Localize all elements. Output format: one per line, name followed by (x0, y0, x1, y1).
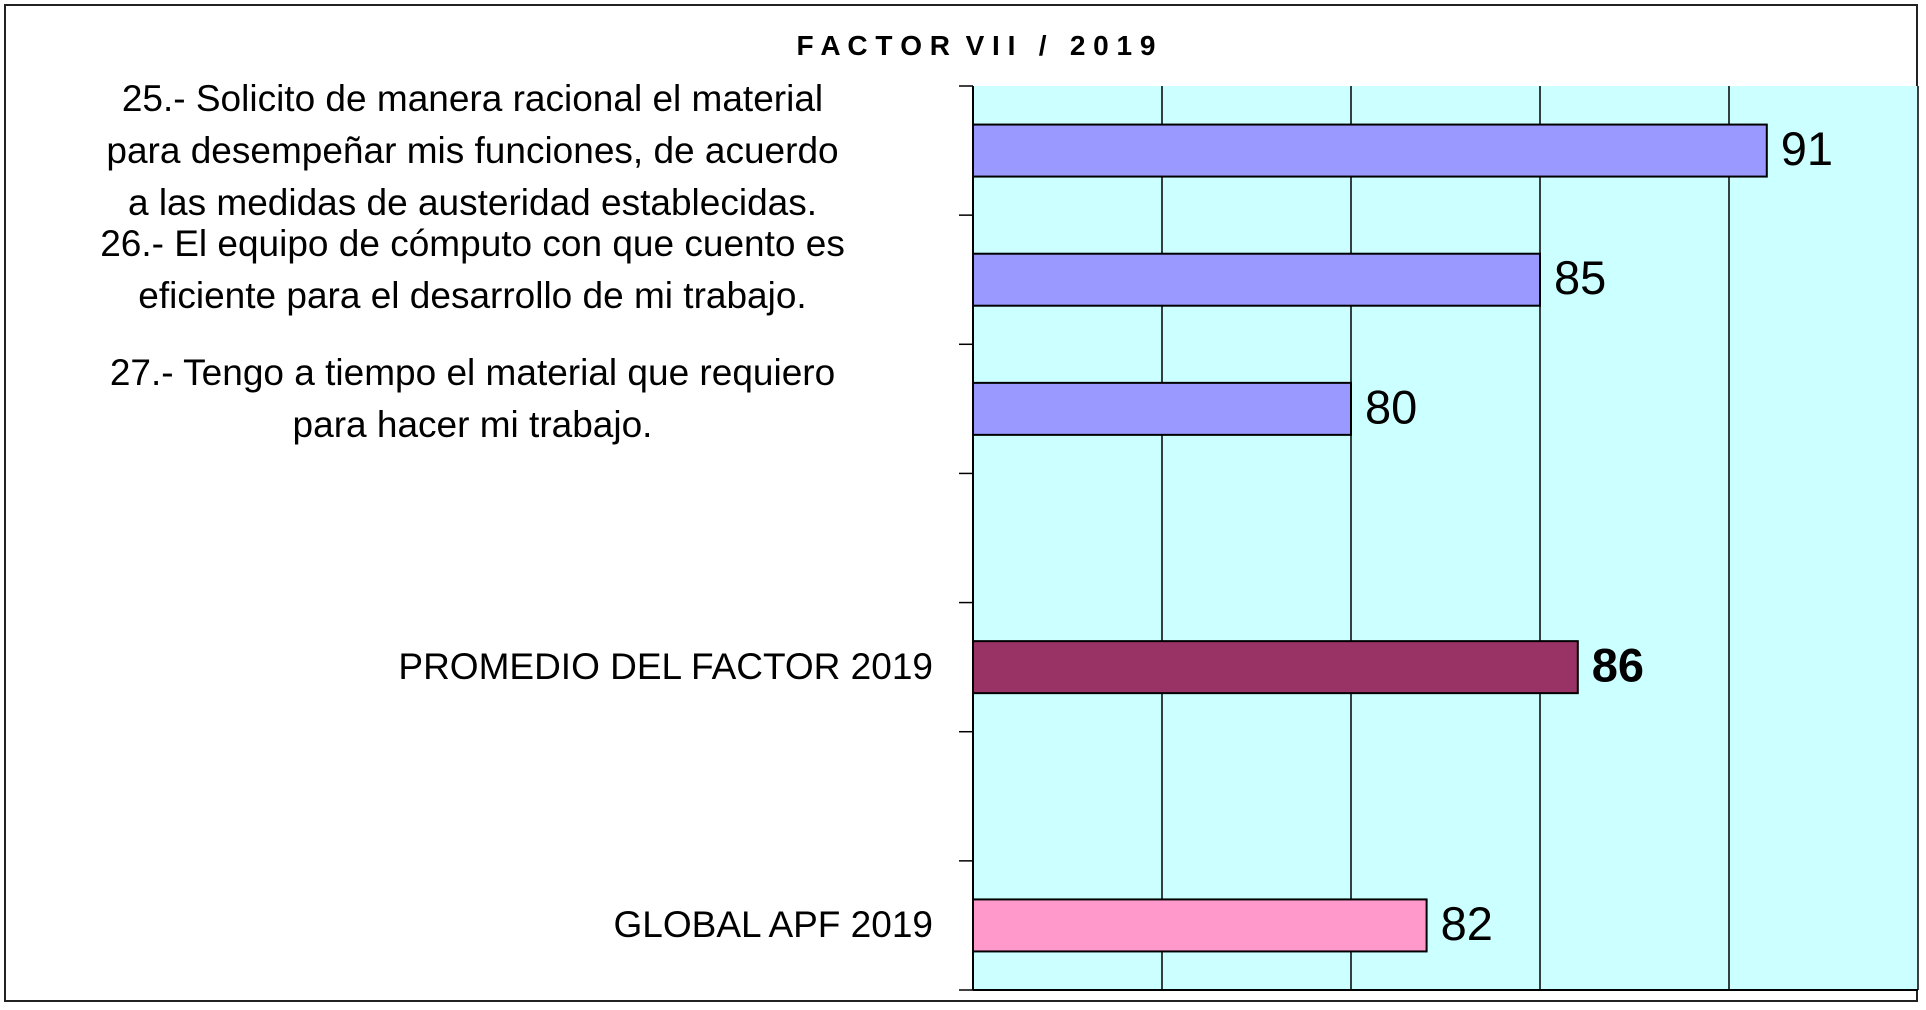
y-tick-label: PROMEDIO DEL FACTOR 2019 (398, 646, 933, 688)
data-label: 80 (1365, 380, 1417, 433)
data-label: 91 (1781, 122, 1833, 175)
data-label: 85 (1554, 251, 1606, 304)
bar (972, 640, 1579, 695)
y-tick-label: 25.- Solicito de manera racional el mate… (106, 77, 839, 223)
bar (972, 898, 1428, 953)
bar (972, 123, 1768, 178)
bar (972, 381, 1352, 436)
plot-area (973, 86, 1918, 990)
y-tick-label: 27.- Tengo a tiempo el material que requ… (109, 351, 836, 445)
y-tick-label: GLOBAL APF 2019 (613, 904, 934, 946)
data-label: 82 (1441, 897, 1493, 950)
chart-title: F A C T O R V I I / 2 0 1 9 (796, 30, 1156, 61)
bar (972, 252, 1541, 307)
y-tick-label: 26.- El equipo de cómputo con que cuento… (100, 222, 845, 316)
data-label: 86 (1592, 639, 1644, 692)
